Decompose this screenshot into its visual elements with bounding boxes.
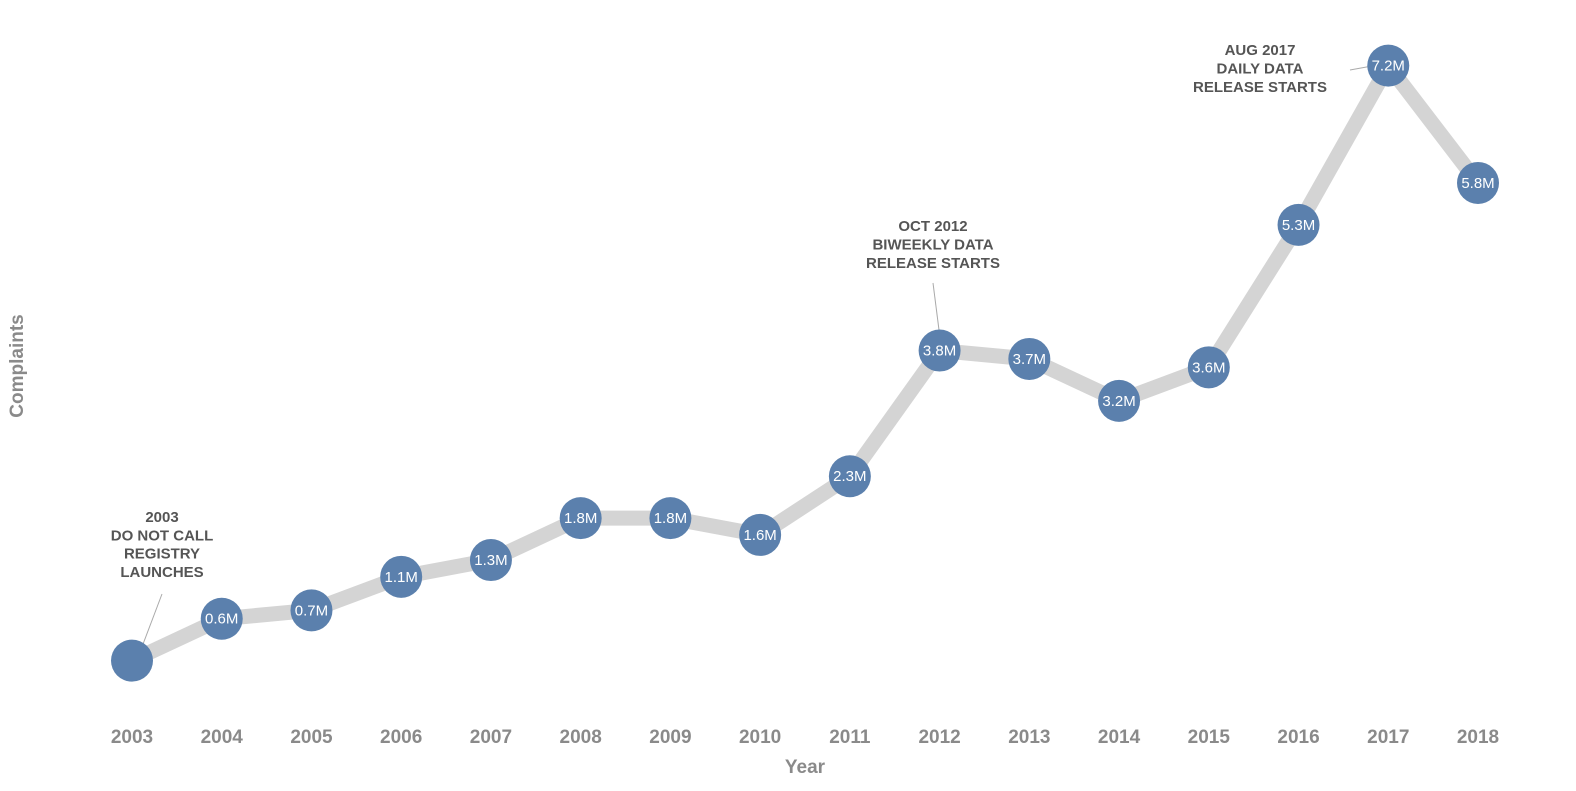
x-tick-label: 2016 <box>1277 727 1319 748</box>
point <box>649 497 692 540</box>
point <box>1187 346 1230 389</box>
x-tick-label: 2013 <box>1008 727 1050 748</box>
annotation-text: REGISTRY <box>124 546 200 563</box>
y-axis-title: Complaints <box>7 314 28 417</box>
x-tick-label: 2015 <box>1188 727 1231 748</box>
line <box>128 58 1484 668</box>
x-tick-label: 2009 <box>649 727 691 748</box>
point <box>469 539 512 582</box>
data-label: 0.7M <box>295 602 328 619</box>
point <box>828 455 871 498</box>
annotation-text: AUG 2017 <box>1225 42 1296 59</box>
data-label: 3.2M <box>1102 393 1135 410</box>
data-label: 1.6M <box>743 527 776 544</box>
data-label: 5.8M <box>1461 175 1494 192</box>
data-label: 5.3M <box>1282 217 1315 234</box>
x-tick-label: 2011 <box>829 727 871 748</box>
data-label: 1.8M <box>654 510 687 527</box>
point <box>918 329 961 372</box>
point <box>380 555 423 598</box>
point <box>1457 161 1499 204</box>
x-tick-label: 2012 <box>918 727 960 748</box>
data-label: 3.7M <box>1013 351 1046 368</box>
data-label: 1.3M <box>474 552 507 569</box>
x-axis-title: Year <box>785 757 826 778</box>
point <box>111 639 153 682</box>
point <box>1098 379 1141 422</box>
x-tick-label: 2018 <box>1457 727 1499 748</box>
point <box>1008 337 1051 380</box>
point <box>739 513 782 556</box>
annotation-text: LAUNCHES <box>120 564 203 581</box>
x-tick-label: 2004 <box>201 727 244 748</box>
x-tick-label: 2010 <box>739 727 781 748</box>
x-tick-label: 2017 <box>1367 727 1409 748</box>
annotation-text: DO NOT CALL <box>111 527 214 544</box>
data-label: 1.1M <box>385 569 418 586</box>
x-tick-label: 2014 <box>1098 727 1141 748</box>
point <box>559 497 602 540</box>
annotation-text: OCT 2012 <box>898 218 967 235</box>
x-tick-label: 2008 <box>560 727 602 748</box>
x-tick-label: 2005 <box>290 727 333 748</box>
data-label: 3.8M <box>923 343 956 360</box>
point <box>1277 203 1320 246</box>
data-label: 7.2M <box>1372 58 1405 75</box>
x-tick-label: 2003 <box>111 727 153 748</box>
annotation-text: RELEASE STARTS <box>866 255 1000 272</box>
data-label: 0.6M <box>205 611 238 628</box>
data-label: 3.6M <box>1192 359 1225 376</box>
annotation-leader <box>932 282 940 331</box>
annotation-text: 2003 <box>145 509 178 526</box>
x-tick-label: 2006 <box>380 727 422 748</box>
annotation-text: BIWEEKLY DATA <box>872 236 993 253</box>
x-tick-label: 2007 <box>470 727 512 748</box>
point <box>1367 44 1410 87</box>
point <box>200 597 243 640</box>
data-label: 1.8M <box>564 510 597 527</box>
annotation-text: RELEASE STARTS <box>1193 79 1327 96</box>
annotation-text: DAILY DATA <box>1217 60 1304 77</box>
point <box>290 589 333 632</box>
data-label: 2.3M <box>833 468 866 485</box>
